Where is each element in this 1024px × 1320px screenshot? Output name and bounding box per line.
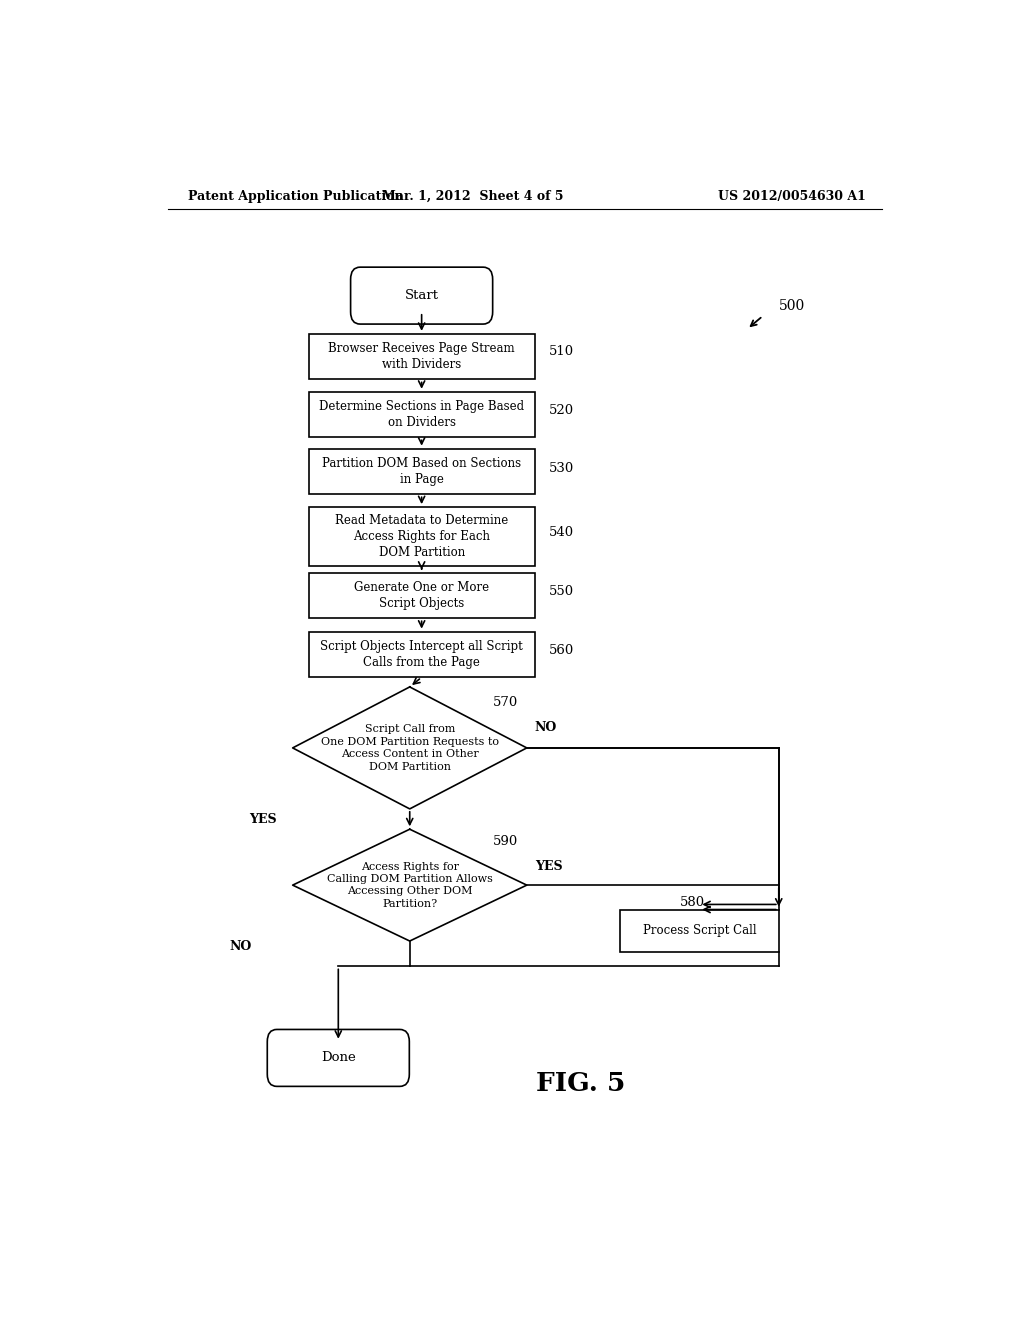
FancyBboxPatch shape — [350, 267, 493, 325]
FancyBboxPatch shape — [308, 507, 535, 566]
Text: 500: 500 — [778, 298, 805, 313]
Text: Process Script Call: Process Script Call — [643, 924, 756, 937]
Text: 540: 540 — [549, 525, 573, 539]
Text: NO: NO — [535, 721, 557, 734]
FancyBboxPatch shape — [267, 1030, 410, 1086]
Text: Patent Application Publication: Patent Application Publication — [187, 190, 403, 203]
Text: Generate One or More
Script Objects: Generate One or More Script Objects — [354, 581, 489, 610]
Text: 510: 510 — [549, 345, 573, 358]
Text: YES: YES — [535, 861, 562, 874]
Text: Mar. 1, 2012  Sheet 4 of 5: Mar. 1, 2012 Sheet 4 of 5 — [383, 190, 564, 203]
Text: 550: 550 — [549, 585, 573, 598]
Text: 530: 530 — [549, 462, 573, 475]
Text: Script Call from
One DOM Partition Requests to
Access Content in Other
DOM Parti: Script Call from One DOM Partition Reque… — [321, 725, 499, 771]
Text: Read Metadata to Determine
Access Rights for Each
DOM Partition: Read Metadata to Determine Access Rights… — [335, 513, 508, 558]
Text: YES: YES — [249, 813, 276, 825]
Polygon shape — [293, 686, 526, 809]
FancyBboxPatch shape — [308, 334, 535, 379]
FancyBboxPatch shape — [308, 449, 535, 494]
Text: Partition DOM Based on Sections
in Page: Partition DOM Based on Sections in Page — [323, 457, 521, 486]
Text: 570: 570 — [494, 696, 518, 709]
FancyBboxPatch shape — [620, 909, 779, 952]
Text: 560: 560 — [549, 644, 573, 657]
Text: Script Objects Intercept all Script
Calls from the Page: Script Objects Intercept all Script Call… — [321, 640, 523, 669]
Text: Access Rights for
Calling DOM Partition Allows
Accessing Other DOM
Partition?: Access Rights for Calling DOM Partition … — [327, 862, 493, 908]
Text: NO: NO — [229, 940, 252, 953]
Text: 580: 580 — [680, 896, 705, 909]
Polygon shape — [293, 829, 526, 941]
FancyBboxPatch shape — [308, 392, 535, 437]
Text: FIG. 5: FIG. 5 — [536, 1071, 625, 1096]
Text: 520: 520 — [549, 404, 573, 417]
Text: Done: Done — [321, 1052, 355, 1064]
Text: Determine Sections in Page Based
on Dividers: Determine Sections in Page Based on Divi… — [319, 400, 524, 429]
FancyBboxPatch shape — [308, 573, 535, 618]
Text: Start: Start — [404, 289, 438, 302]
Text: 590: 590 — [494, 836, 518, 847]
Text: US 2012/0054630 A1: US 2012/0054630 A1 — [718, 190, 866, 203]
FancyBboxPatch shape — [308, 631, 535, 677]
Text: Browser Receives Page Stream
with Dividers: Browser Receives Page Stream with Divide… — [329, 342, 515, 371]
